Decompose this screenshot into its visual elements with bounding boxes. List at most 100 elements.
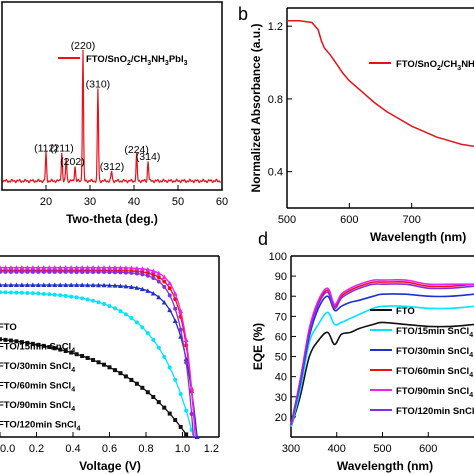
jv-point: [145, 267, 151, 272]
jv-point: [58, 293, 63, 298]
jv-point: [112, 283, 118, 288]
eqe-series-line: [290, 293, 474, 426]
y-tick-label: 30: [275, 392, 287, 404]
jv-point: [173, 418, 178, 423]
jv-point: [156, 275, 161, 280]
jv-point: [36, 269, 41, 274]
jv-point: [47, 269, 52, 274]
jv-point: [123, 312, 128, 317]
peak-label: (112): [34, 142, 58, 154]
jv-point: [194, 434, 200, 439]
x-tick-label: 50: [172, 196, 184, 208]
jv-point: [35, 282, 41, 287]
legend-label: FTO/15min SnCl4: [0, 342, 75, 355]
jv-point: [118, 270, 123, 275]
y-tick-label: 60: [275, 331, 287, 343]
jv-point: [0, 282, 3, 287]
jv-point: [0, 290, 2, 295]
legend-label: FTO/120min SnCl4: [0, 420, 80, 433]
jv-point: [13, 282, 19, 287]
jv-point: [30, 341, 35, 346]
jv-point: [173, 377, 178, 382]
y-tick-label: 40: [275, 372, 287, 384]
jv-point: [80, 269, 85, 274]
jv-point: [134, 271, 139, 276]
x-axis-title: Wavelength (nm): [370, 230, 466, 244]
jv-point: [47, 292, 52, 297]
jv-point: [140, 325, 145, 330]
jv-point: [58, 347, 63, 352]
jv-point: [189, 412, 194, 417]
peak-label: (312): [100, 161, 125, 173]
jv-point: [74, 282, 80, 288]
jv-point: [96, 269, 101, 274]
jv-point: [46, 282, 52, 287]
jv-point: [19, 269, 24, 274]
legend-label: FTO/90min SnCl4: [0, 400, 75, 413]
jv-point: [69, 294, 74, 299]
jv-point: [3, 337, 8, 342]
jv-point: [96, 265, 102, 270]
jv-point: [91, 298, 96, 303]
jv-point: [0, 265, 3, 270]
y-tick-label: 1.2: [268, 21, 283, 33]
jv-point: [145, 288, 151, 293]
jv-point: [96, 282, 102, 288]
jv-point: [24, 265, 30, 270]
jv-point: [85, 297, 90, 302]
jv-point: [156, 270, 162, 276]
jv-point: [41, 291, 46, 296]
jv-point: [14, 339, 19, 344]
jv-point: [134, 265, 140, 271]
jv-point: [183, 337, 189, 342]
jv-point: [162, 354, 167, 359]
x-tick-label: 500: [278, 214, 296, 226]
jv-point: [96, 360, 101, 365]
jv-point: [74, 352, 79, 357]
jv-point: [145, 390, 150, 395]
legend-label: FTO/30min SnCl4: [396, 346, 473, 359]
x-tick-label: 1.0: [175, 443, 190, 455]
x-tick-label: 400: [328, 443, 346, 455]
jv-point: [74, 269, 79, 274]
jv-point: [112, 270, 117, 275]
jv-point: [129, 377, 134, 382]
y-tick-label: 0.8: [268, 94, 283, 106]
x-tick-label: 300: [282, 443, 300, 455]
jv-point: [167, 307, 173, 313]
jv-point: [184, 360, 189, 365]
jv-point: [91, 358, 96, 363]
panel-label-d: d: [258, 229, 268, 249]
jv-point: [80, 354, 85, 359]
jv-point: [117, 265, 123, 270]
jv-point: [69, 350, 74, 355]
jv-point: [0, 337, 2, 342]
legend-label: FTO: [396, 306, 415, 317]
eqe-chart: 300 400 500 600 20 30 40 50 60 70 80 90 100 FTO FTO/15…: [251, 251, 474, 473]
x-tick-label: 30: [84, 196, 96, 208]
jv-point: [30, 282, 36, 287]
x-tick-label: 0.0: [0, 443, 15, 455]
jv-point: [134, 320, 139, 325]
absorbance-series-line: [287, 19, 474, 147]
jv-point: [3, 269, 8, 274]
x-tick-label: 600: [340, 214, 358, 226]
jv-point: [36, 291, 41, 296]
jv-point: [85, 269, 90, 274]
jv-point: [30, 291, 35, 296]
jv-point: [79, 265, 85, 270]
legend-label: FTO/60min SnCl4: [396, 366, 473, 379]
jv-chart: 0.0 0.2 0.4 0.6 0.8 1.0 1.2 FTO FTO/15min SnCl4 F…: [0, 255, 220, 473]
peak-label: (211): [50, 142, 74, 154]
jv-point: [63, 265, 69, 270]
jv-point: [8, 282, 14, 287]
jv-point: [151, 337, 156, 342]
jv-point: [68, 282, 74, 287]
peak-label: (314): [136, 151, 161, 163]
jv-point: [107, 365, 112, 370]
jv-point: [8, 290, 13, 295]
jv-point: [172, 291, 178, 296]
jv-point: [2, 265, 8, 270]
jv-point: [57, 265, 63, 270]
